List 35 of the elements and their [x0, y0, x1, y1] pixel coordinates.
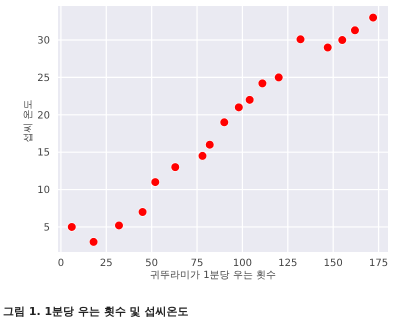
y-tick-label: 5: [44, 222, 50, 234]
y-axis-title: 섭씨 온도: [23, 99, 34, 143]
y-tick-label: 30: [37, 36, 50, 47]
x-axis-title: 귀뚜라미가 1분당 우는 횟수: [150, 270, 276, 281]
point: [170, 162, 180, 172]
point: [323, 42, 332, 52]
x-tick-label: 75: [190, 258, 204, 269]
x-tick-label: 150: [324, 258, 343, 269]
point: [88, 237, 98, 247]
point: [205, 140, 214, 150]
x-tick-label: 50: [145, 258, 158, 269]
point: [138, 207, 148, 217]
y-tick-label: 20: [37, 110, 50, 122]
point: [296, 34, 306, 44]
point: [234, 102, 244, 112]
point: [274, 72, 284, 82]
point: [258, 78, 267, 88]
text: 그림 1. 1분당 우는 횟수 및 섭씨온도: [3, 305, 188, 318]
point: [368, 12, 378, 22]
point: [220, 118, 229, 127]
x-tick-label: 175: [369, 258, 388, 269]
point: [114, 220, 124, 230]
x-tick-label: 25: [100, 258, 113, 269]
y-tick-label: 15: [37, 148, 50, 159]
point: [67, 222, 76, 232]
x-tick-label: 125: [278, 258, 298, 269]
y-tick-label: 25: [37, 72, 50, 84]
point: [245, 95, 254, 104]
point: [350, 26, 360, 35]
x-tick-label: 0: [58, 258, 64, 269]
point: [198, 151, 208, 161]
x-tick-label: 100: [232, 258, 252, 269]
point: [338, 35, 347, 45]
y-tick-label: 10: [37, 185, 50, 196]
point: [150, 177, 160, 187]
